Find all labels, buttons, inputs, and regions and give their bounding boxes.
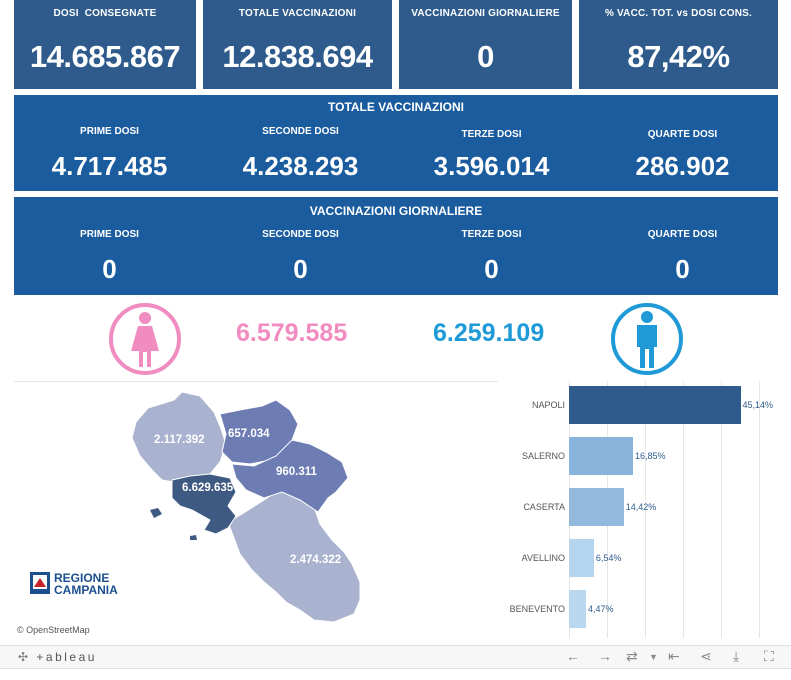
province-avellino[interactable]	[231, 439, 349, 513]
bar-category-label: CASERTA	[523, 502, 565, 512]
kpi-totale-vaccinazioni: TOTALE VACCINAZIONI 12.838.694	[203, 0, 392, 89]
bar-benevento[interactable]	[569, 590, 586, 628]
col-value: 0	[293, 254, 308, 284]
bar-value-label: 4,47%	[587, 604, 614, 614]
male-count: 6.259.109	[433, 319, 545, 347]
col-label: TERZE DOSI	[461, 129, 522, 140]
bar-value-label: 45,14%	[742, 400, 774, 410]
col-label: PRIME DOSI	[80, 229, 139, 240]
kpi-value: 14.685.867	[29, 39, 181, 74]
logo-line1: REGIONE	[54, 571, 109, 585]
panel-title: VACCINAZIONI GIORNALIERE	[309, 204, 483, 218]
island-capri[interactable]	[190, 535, 197, 540]
kpi-label: DOSI CONSEGNATE	[53, 8, 157, 19]
download-icon[interactable]: ⤓	[733, 648, 740, 664]
tableau-logo[interactable]: ✣ +ableau	[18, 650, 97, 664]
female-count: 6.579.585	[236, 319, 348, 347]
chart-gridline	[683, 381, 684, 638]
redo-icon[interactable]: →	[598, 648, 612, 664]
bar-value-label: 6,54%	[595, 553, 622, 563]
bar-category-label: BENEVENTO	[509, 604, 565, 614]
giornaliere-prime-dosi: PRIME DOSI 0	[14, 229, 205, 285]
bar-category-label: SALERNO	[521, 451, 565, 461]
col-label: SECONDE DOSI	[262, 126, 339, 137]
share-icon[interactable]: ⋖	[700, 648, 712, 664]
bar-value-label: 14,42%	[625, 502, 657, 512]
totale-quarte-dosi: QUARTE DOSI 286.902	[587, 129, 778, 182]
revert-dropdown-icon[interactable]: ▼	[649, 652, 658, 662]
kpi-label: % VACC. TOT. vs DOSI CONS.	[604, 8, 753, 19]
campania-map[interactable]: 2.117.392 657.034 960.311 6.629.635 2.47…	[14, 381, 498, 638]
col-label: QUARTE DOSI	[647, 229, 718, 240]
map-value-benevento: 657.034	[228, 428, 270, 440]
panel-title: TOTALE VACCINAZIONI	[328, 100, 464, 114]
female-icon	[109, 303, 181, 375]
col-value: 0	[675, 254, 690, 284]
bar-category-label: AVELLINO	[521, 553, 565, 563]
totale-terze-dosi: TERZE DOSI 3.596.014	[396, 129, 587, 182]
reset-icon[interactable]: ⇤	[668, 648, 680, 664]
totale-vaccinazioni-panel: TOTALE VACCINAZIONI PRIME DOSI 4.717.485…	[14, 95, 778, 191]
island-ischia[interactable]	[150, 508, 162, 518]
bar-napoli[interactable]	[569, 386, 741, 424]
map-value-napoli: 6.629.635	[182, 482, 234, 494]
tableau-logo-text: +ableau	[36, 650, 97, 664]
fullscreen-icon[interactable]: ⛶	[764, 648, 774, 664]
col-label: SECONDE DOSI	[262, 229, 339, 240]
male-icon	[611, 303, 683, 375]
col-value: 4.717.485	[51, 151, 168, 181]
undo-icon[interactable]: ←	[566, 648, 580, 664]
kpi-label: VACCINAZIONI GIORNALIERE	[411, 8, 560, 19]
kpi-value: 0	[477, 39, 494, 74]
totale-prime-dosi: PRIME DOSI 4.717.485	[14, 126, 205, 182]
chart-gridline	[721, 381, 722, 638]
col-value: 0	[484, 254, 499, 284]
revert-icon[interactable]: ⇄	[626, 648, 638, 664]
bar-row-napoli[interactable]: NAPOLI 45,14%	[500, 386, 778, 424]
giornaliere-seconde-dosi: SECONDE DOSI 0	[205, 229, 396, 285]
kpi-percentuale: % VACC. TOT. vs DOSI CONS. 87,42%	[579, 0, 778, 89]
tableau-logo-mark: ✣	[18, 650, 31, 664]
bar-salerno[interactable]	[569, 437, 634, 475]
bar-row-avellino[interactable]: AVELLINO 6,54%	[500, 539, 778, 577]
province-napoli[interactable]	[171, 473, 237, 535]
bar-avellino[interactable]	[569, 539, 594, 577]
col-label: PRIME DOSI	[80, 126, 139, 137]
col-value: 286.902	[635, 151, 730, 181]
kpi-value: 12.838.694	[222, 39, 373, 74]
kpi-label: TOTALE VACCINAZIONI	[238, 8, 357, 19]
col-label: TERZE DOSI	[461, 229, 522, 240]
kpi-value: 87,42%	[627, 39, 730, 74]
bar-row-salerno[interactable]: SALERNO 16,85%	[500, 437, 778, 475]
map-value-avellino: 960.311	[276, 466, 318, 478]
bar-caserta[interactable]	[569, 488, 624, 526]
map-canvas[interactable]: 2.117.392 657.034 960.311 6.629.635 2.47…	[14, 382, 498, 639]
bar-row-caserta[interactable]: CASERTA 14,42%	[500, 488, 778, 526]
giornaliere-quarte-dosi: QUARTE DOSI 0	[587, 229, 778, 285]
giornaliere-terze-dosi: TERZE DOSI 0	[396, 229, 587, 285]
logo-line2: CAMPANIA	[54, 583, 118, 597]
map-value-caserta: 2.117.392	[154, 434, 205, 446]
province-bar-chart[interactable]: NAPOLI 45,14% SALERNO 16,85% CASERTA 14,42% AV…	[500, 381, 778, 638]
col-value: 3.596.014	[433, 151, 550, 181]
vaccinazioni-giornaliere-panel: VACCINAZIONI GIORNALIERE PRIME DOSI 0 SE…	[14, 197, 778, 295]
kpi-dosi-consegnate: DOSI CONSEGNATE 14.685.867	[14, 0, 196, 89]
bar-row-benevento[interactable]: BENEVENTO 4,47%	[500, 590, 778, 628]
col-value: 4.238.293	[242, 151, 359, 181]
tableau-toolbar: ✣ +ableau ← → ⇄ ▼ ⇤ ⋖ ⤓ ⛶	[0, 645, 791, 669]
chart-gridline	[759, 381, 760, 638]
bar-category-label: NAPOLI	[531, 400, 565, 410]
map-value-salerno: 2.474.322	[290, 554, 341, 566]
chart-gridline	[645, 381, 646, 638]
bar-value-label: 16,85%	[635, 451, 666, 461]
regione-campania-logo: REGIONE CAMPANIA	[30, 571, 118, 597]
map-attribution[interactable]: © OpenStreetMap	[17, 625, 90, 635]
col-value: 0	[102, 254, 117, 284]
kpi-vaccinazioni-giornaliere: VACCINAZIONI GIORNALIERE 0	[399, 0, 572, 89]
col-label: QUARTE DOSI	[647, 129, 718, 140]
totale-seconde-dosi: SECONDE DOSI 4.238.293	[205, 126, 396, 182]
